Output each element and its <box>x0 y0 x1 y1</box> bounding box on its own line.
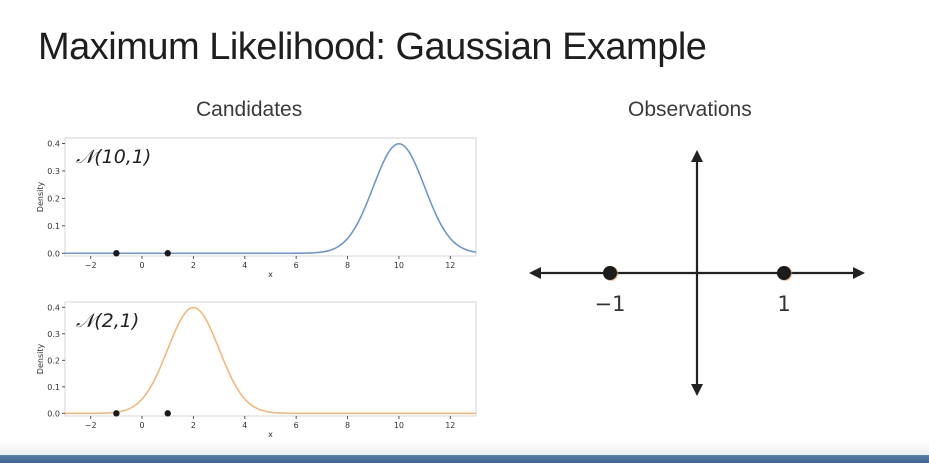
x-tick-label: 8 <box>345 261 350 270</box>
slide-title: Maximum Likelihood: Gaussian Example <box>38 26 707 68</box>
y-tick-label: 0.0 <box>47 249 60 258</box>
observation-point <box>603 266 617 280</box>
plot-frame <box>64 137 477 257</box>
y-tick-label: 0.4 <box>47 303 60 312</box>
x-tick-label: 12 <box>445 421 455 430</box>
density-curve <box>65 306 476 415</box>
density-curve <box>65 142 477 255</box>
arrow-left-icon <box>529 267 541 279</box>
x-tick-label: 0 <box>140 421 145 430</box>
observation-label: 1 <box>777 292 790 316</box>
x-tick-label: 6 <box>294 421 299 430</box>
observation-point <box>164 250 171 257</box>
x-tick-label: 2 <box>191 261 196 270</box>
arrow-right-icon <box>853 267 865 279</box>
observations-diagram: −1 1 <box>529 150 865 396</box>
candidate-plot-bottom: −2 0 2 4 6 8 10 12 0.0 0.1 0.2 0.3 0.4 x Density 𝒩(2,1) <box>26 298 480 442</box>
x-tick-label: −2 <box>85 421 97 430</box>
x-tick-label: 12 <box>445 261 455 270</box>
observations-number-line: −1 1 <box>527 148 867 398</box>
observation-point <box>113 410 120 417</box>
density-chart-bottom: −2 0 2 4 6 8 10 12 0.0 0.1 0.2 0.3 0.4 x Density 𝒩(2,1) <box>36 301 477 439</box>
y-tick-label: 0.2 <box>47 194 60 203</box>
observation-point <box>777 266 791 280</box>
x-axis-label: x <box>268 270 273 279</box>
distribution-label: 𝒩(2,1) <box>76 310 139 332</box>
y-tick-label: 0.3 <box>47 167 60 176</box>
candidates-heading: Candidates <box>196 98 303 121</box>
distribution-label: 𝒩(10,1) <box>76 146 151 168</box>
y-tick-label: 0.1 <box>47 222 60 231</box>
x-tick-label: 4 <box>242 261 247 270</box>
footer-bar <box>0 455 929 463</box>
density-chart-top: −2 0 2 4 6 8 10 12 0.0 0.1 0.2 0.3 0.4 x Density 𝒩(10,1… <box>36 137 477 279</box>
arrow-down-icon <box>691 384 703 396</box>
x-tick-label: −2 <box>85 261 97 270</box>
y-tick-label: 0.2 <box>47 356 60 365</box>
plot-frame <box>64 301 477 417</box>
observation-point <box>164 410 171 417</box>
observation-point <box>113 250 120 257</box>
footer-shadow <box>0 440 929 455</box>
y-tick-label: 0.4 <box>47 139 60 148</box>
y-axis-label: Density <box>36 182 45 213</box>
observation-label: −1 <box>595 292 626 316</box>
x-tick-label: 10 <box>394 421 404 430</box>
x-tick-label: 10 <box>394 261 404 270</box>
x-tick-label: 2 <box>191 421 196 430</box>
x-axis-label: x <box>268 430 273 439</box>
x-tick-label: 0 <box>140 261 145 270</box>
y-tick-label: 0.0 <box>47 409 60 418</box>
y-tick-label: 0.1 <box>47 383 60 392</box>
y-tick-label: 0.3 <box>47 330 60 339</box>
x-tick-label: 4 <box>242 421 247 430</box>
x-tick-label: 8 <box>345 421 350 430</box>
arrow-up-icon <box>691 150 703 162</box>
y-axis-label: Density <box>36 344 45 375</box>
x-tick-label: 6 <box>294 261 299 270</box>
observations-heading: Observations <box>628 98 752 121</box>
candidate-plot-top: −2 0 2 4 6 8 10 12 0.0 0.1 0.2 0.3 0.4 x Density 𝒩(10,1… <box>26 134 480 282</box>
